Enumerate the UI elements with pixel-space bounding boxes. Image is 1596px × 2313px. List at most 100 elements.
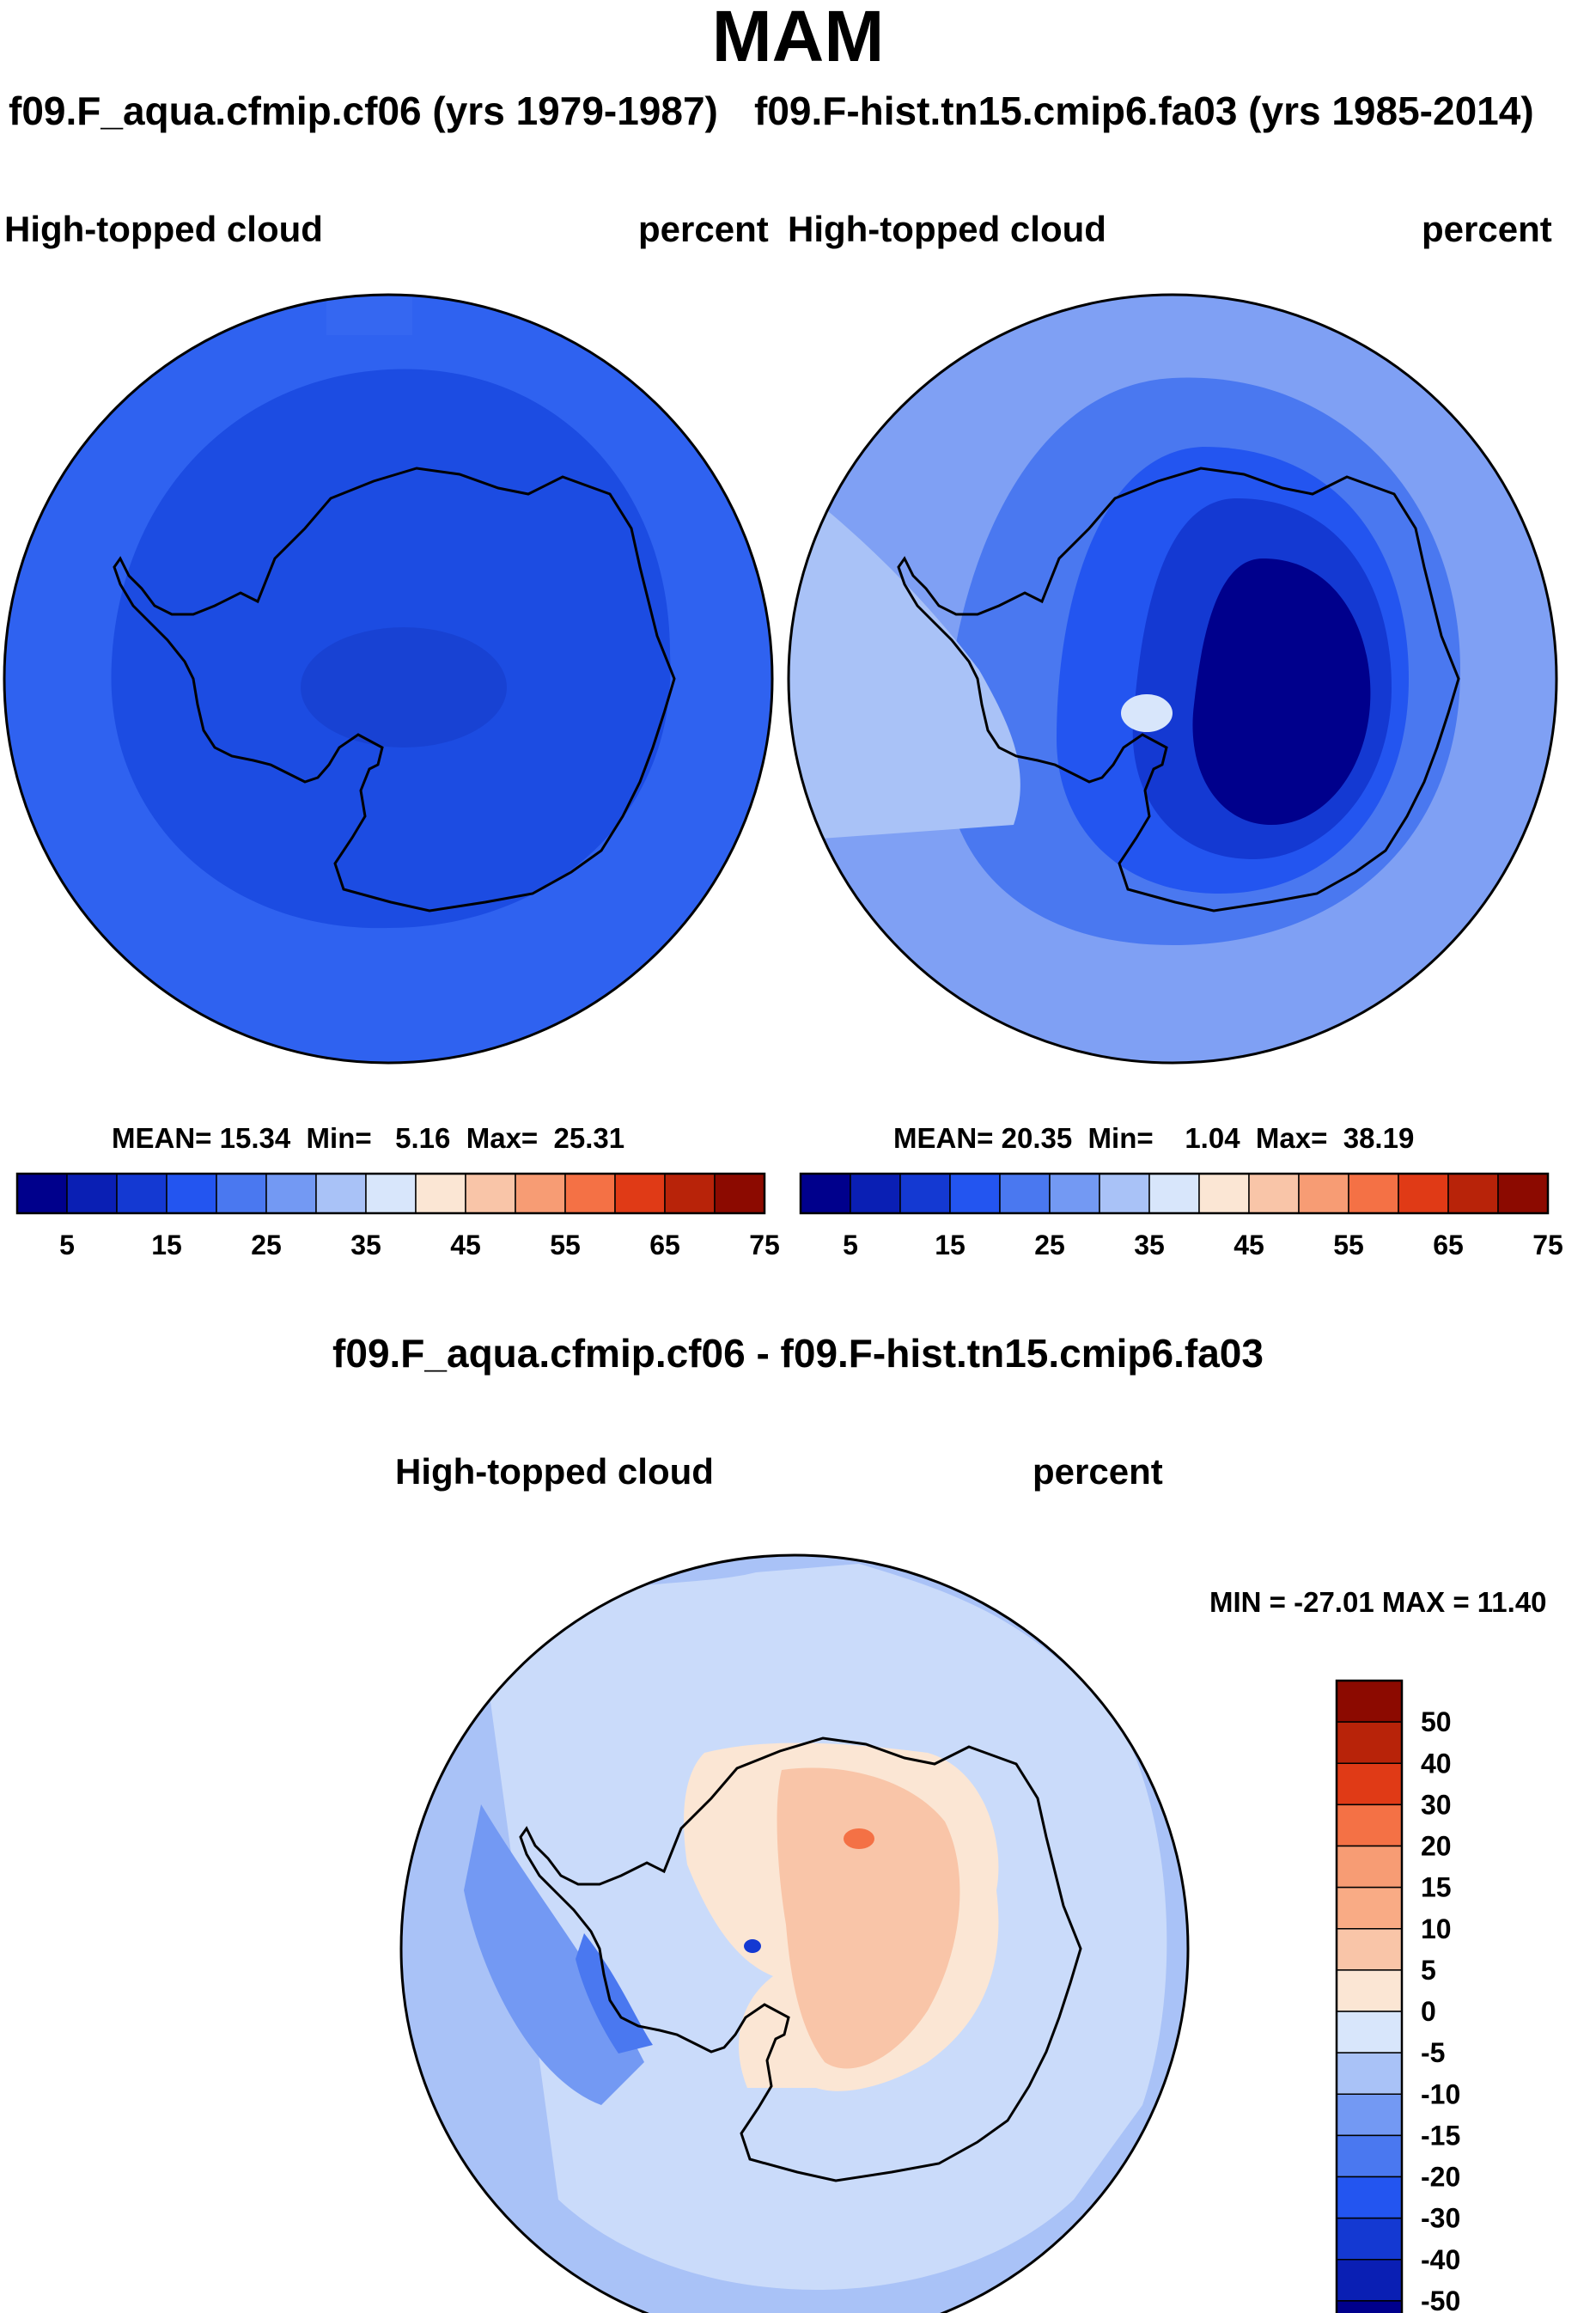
right-variable-label: High-topped cloud (788, 209, 1106, 249)
right-colorbar-tick-label: 55 (1333, 1230, 1364, 1260)
difference-colorbar-box-11 (1336, 2134, 1403, 2178)
left-colorbar-tick-label: 5 (59, 1230, 75, 1260)
left-mean-value: 15.34 (219, 1122, 291, 1154)
left-colorbar-tick-label: 55 (550, 1230, 581, 1260)
difference-colorbar-box-1 (1336, 1721, 1403, 1764)
left-colorbar-tick-label: 75 (749, 1230, 780, 1260)
left-colorbar-box-2 (116, 1173, 168, 1214)
difference-colorbar-box-0 (1336, 1680, 1403, 1723)
right-colorbar-box-1 (850, 1173, 901, 1214)
left-colorbar-box-13 (664, 1173, 716, 1214)
difference-colorbar-level-label: -50 (1421, 2286, 1460, 2313)
colorbars: 5 15 25 35 45 55 65 75 5 15 25 35 45 55 65 755040302015… (15, 1172, 1563, 2313)
left-stats: MEAN= 15.34 Min= 5.16 Max= 25.31 (112, 1124, 624, 1152)
difference-polar-map (399, 1553, 1190, 2313)
difference-colorbar-box-8 (1336, 2011, 1403, 2054)
left-colorbar-box-14 (714, 1173, 765, 1214)
difference-variable-label: High-topped cloud (395, 1451, 714, 1492)
difference-colorbar-level-label: 20 (1421, 1831, 1452, 1862)
left-max-label: Max= (466, 1122, 539, 1154)
right-colorbar-tick-label: 35 (1134, 1230, 1165, 1260)
left-colorbar-box-6 (315, 1173, 367, 1214)
left-colorbar-box-4 (216, 1173, 267, 1214)
right-max-label: Max= (1255, 1122, 1328, 1154)
difference-colorbar-box-5 (1336, 1886, 1403, 1930)
left-colorbar-box-9 (465, 1173, 516, 1214)
right-colorbar-box-7 (1148, 1173, 1200, 1214)
difference-colorbar-box-7 (1336, 1969, 1403, 2012)
left-mean-label: MEAN= (112, 1122, 212, 1154)
left-colorbar-box-0 (16, 1173, 68, 1214)
right-colorbar-box-11 (1348, 1173, 1399, 1214)
right-colorbar-tick-label: 15 (935, 1230, 966, 1260)
difference-colorbar-box-9 (1336, 2052, 1403, 2095)
left-colorbar-box-12 (614, 1173, 666, 1214)
difference-colorbar-level-label: -30 (1421, 2203, 1460, 2234)
right-colorbar-box-0 (800, 1173, 851, 1214)
left-colorbar-box-8 (415, 1173, 466, 1214)
right-colorbar-tick-label: 5 (843, 1230, 858, 1260)
difference-colorbar-box-15 (1336, 2300, 1403, 2313)
difference-units-label: percent (1033, 1451, 1163, 1492)
right-case-label: f09.F-hist.tn15.cmip6.fa03 (yrs 1985-201… (754, 88, 1534, 133)
right-colorbar-box-2 (899, 1173, 951, 1214)
left-variable-label: High-topped cloud (4, 209, 323, 249)
right-colorbar-box-4 (999, 1173, 1051, 1214)
left-colorbar-tick-label: 25 (251, 1230, 282, 1260)
right-colorbar-frame (799, 1172, 1550, 1215)
right-colorbar-box-14 (1497, 1173, 1549, 1214)
right-units-label: percent (1422, 209, 1552, 249)
right-colorbar-box-6 (1099, 1173, 1150, 1214)
right-colorbar-box-9 (1248, 1173, 1300, 1214)
difference-colorbar-level-label: -40 (1421, 2244, 1460, 2275)
difference-colorbar-box-3 (1336, 1803, 1403, 1847)
right-mean-value: 20.35 (1001, 1122, 1073, 1154)
page-title: MAM (711, 0, 885, 76)
left-colorbar-box-3 (166, 1173, 217, 1214)
difference-colorbar-box-14 (1336, 2259, 1403, 2302)
difference-colorbar-box-6 (1336, 1928, 1403, 1971)
difference-colorbar-level-label: -20 (1421, 2162, 1460, 2193)
right-colorbar-box-5 (1049, 1173, 1100, 1214)
right-max-value: 38.19 (1343, 1122, 1415, 1154)
left-max-value: 25.31 (553, 1122, 625, 1154)
right-colorbar-tick-label: 75 (1532, 1230, 1563, 1260)
difference-colorbar-level-label: 40 (1421, 1748, 1452, 1779)
right-colorbar-box-12 (1398, 1173, 1449, 1214)
difference-colorbar-box-13 (1336, 2217, 1403, 2261)
difference-colorbar-level-label: 5 (1421, 1955, 1436, 1986)
difference-colorbar-box-10 (1336, 2093, 1403, 2137)
right-colorbar-tick-label: 25 (1034, 1230, 1065, 1260)
left-colorbar-box-10 (515, 1173, 566, 1214)
right-colorbar-box-13 (1447, 1173, 1499, 1214)
difference-colorbar-level-label: 30 (1421, 1789, 1452, 1820)
right-min-label: Min= (1087, 1122, 1154, 1154)
right-min-value: 1.04 (1185, 1122, 1240, 1154)
left-colorbar-box-7 (365, 1173, 417, 1214)
left-colorbar-frame (15, 1172, 766, 1215)
left-colorbar-box-1 (66, 1173, 118, 1214)
left-colorbar-tick-label: 45 (450, 1230, 481, 1260)
difference-colorbar-level-label: -10 (1421, 2078, 1460, 2109)
left-min-value: 5.16 (395, 1122, 451, 1154)
difference-minmax: MIN = -27.01 MAX = 11.40 (1209, 1586, 1547, 1618)
difference-colorbar-level-label: 0 (1421, 1996, 1436, 2027)
left-colorbar-tick-label: 35 (350, 1230, 381, 1260)
left-colorbar-box-11 (564, 1173, 616, 1214)
difference-colorbar-level-label: 50 (1421, 1706, 1452, 1737)
right-colorbar-box-8 (1198, 1173, 1250, 1214)
left-colorbar-tick-label: 65 (649, 1230, 680, 1260)
difference-colorbar-frame (1335, 1679, 1404, 2313)
difference-title: f09.F_aqua.cfmip.cf06 - f09.F-hist.tn15.… (332, 1331, 1264, 1376)
left-polar-map (3, 293, 774, 1065)
left-min-label: Min= (306, 1122, 372, 1154)
right-colorbar-box-3 (949, 1173, 1001, 1214)
difference-colorbar-box-4 (1336, 1845, 1403, 1889)
right-mean-label: MEAN= (893, 1122, 994, 1154)
difference-colorbar-box-12 (1336, 2176, 1403, 2219)
difference-colorbar-level-label: 15 (1421, 1872, 1452, 1903)
right-colorbar-box-10 (1298, 1173, 1349, 1214)
difference-colorbar-box-2 (1336, 1762, 1403, 1806)
difference-colorbar-level-label: -5 (1421, 2037, 1445, 2068)
